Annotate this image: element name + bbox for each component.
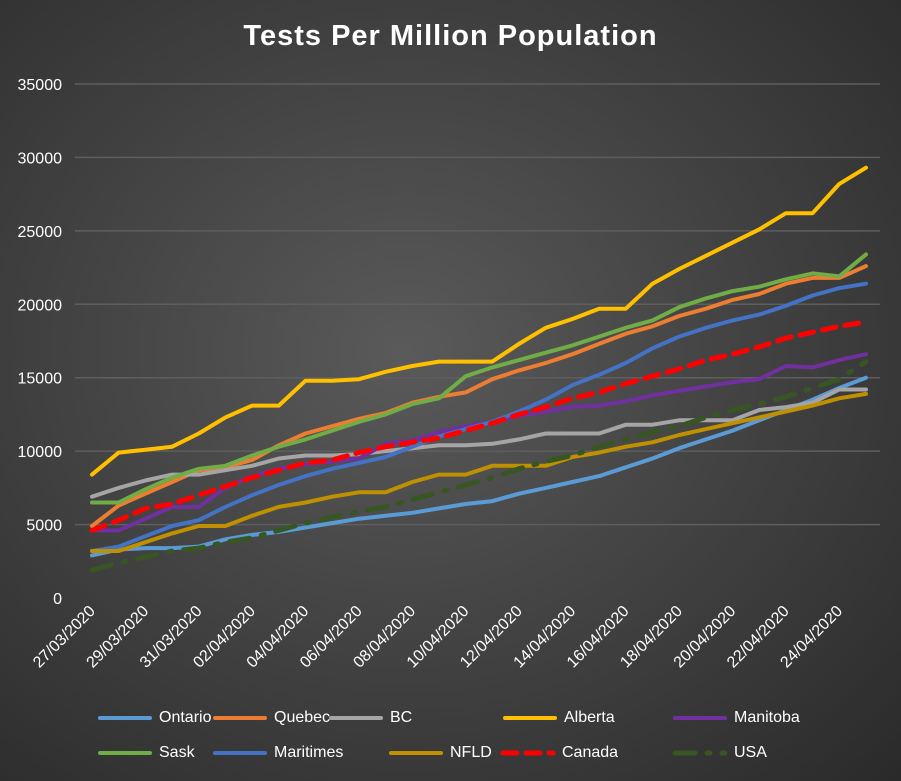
legend-item-canada: Canada — [500, 743, 618, 763]
legend-item-quebec: Quebec — [212, 708, 330, 728]
y-tick-label: 10000 — [18, 444, 63, 461]
series-line-alberta — [90, 165, 868, 477]
series-line-canada — [89, 319, 869, 533]
series-line-usa — [89, 359, 869, 573]
y-tick-label: 15000 — [18, 371, 63, 388]
legend-item-alberta: Alberta — [502, 708, 615, 728]
y-tick-label: 5000 — [26, 518, 62, 535]
series-line-sask — [90, 252, 868, 505]
legend-swatch-icon — [673, 716, 727, 720]
series-line-quebec — [90, 264, 868, 528]
legend-item-maritimes: Maritimes — [212, 743, 343, 763]
legend-item-manitoba: Manitoba — [672, 708, 800, 728]
legend-swatch-icon — [213, 751, 267, 755]
series-line-maritimes — [90, 281, 868, 553]
legend-swatch-icon — [329, 716, 383, 720]
legend-label: Alberta — [564, 709, 615, 726]
y-tick-label: 25000 — [18, 224, 63, 241]
legend-label: Maritimes — [274, 744, 344, 761]
legend-swatch-icon — [503, 716, 557, 720]
series-line-nfld — [90, 391, 868, 553]
legend-item-bc: BC — [328, 708, 412, 728]
y-tick-label: 0 — [53, 591, 62, 608]
legend-item-nfld: NFLD — [388, 743, 492, 763]
legend-label: NFLD — [450, 744, 492, 761]
legend-swatch-icon — [389, 751, 443, 755]
legend-label: BC — [390, 709, 413, 726]
series-line-bc — [90, 387, 868, 499]
legend-label: USA — [734, 744, 767, 761]
legend-swatch-icon — [98, 751, 152, 755]
legend-label: Ontario — [159, 709, 212, 726]
y-tick-label: 35000 — [18, 77, 63, 94]
legend-label: Canada — [562, 744, 619, 761]
y-tick-label: 20000 — [18, 297, 63, 314]
legend-swatch-icon — [98, 716, 152, 720]
legend-item-usa: USA — [672, 743, 767, 763]
legend-label: Sask — [159, 744, 195, 761]
chart-title: Tests Per Million Population — [243, 20, 658, 52]
legend-label: Manitoba — [734, 709, 800, 726]
series-line-ontario — [90, 375, 868, 558]
legend-swatch-icon — [672, 750, 728, 756]
legend-swatch-icon — [213, 716, 267, 720]
legend-item-ontario: Ontario — [97, 708, 211, 728]
legend-item-sask: Sask — [97, 743, 195, 763]
y-tick-label: 30000 — [18, 150, 63, 167]
legend-swatch-icon — [500, 750, 556, 756]
legend-label: Quebec — [274, 709, 331, 726]
